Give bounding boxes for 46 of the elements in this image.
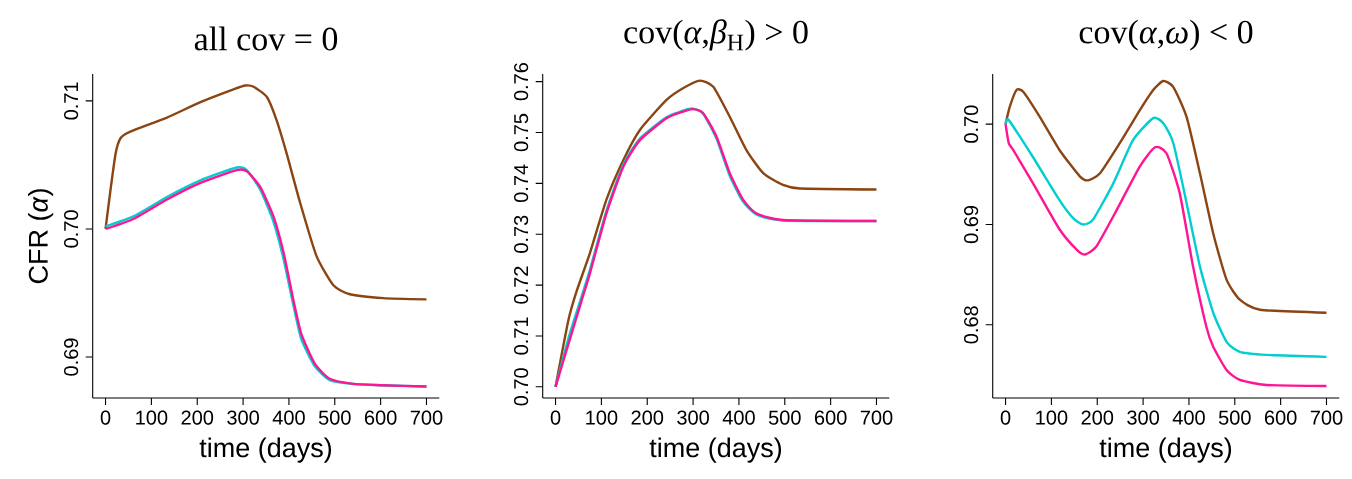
- y-tick-label: 0.75: [514, 113, 529, 152]
- x-tick-label: 200: [631, 410, 664, 425]
- y-tick-label: 0.73: [514, 215, 529, 253]
- y-tick-label: 0.71: [514, 317, 529, 355]
- line-series: [104, 84, 428, 301]
- x-axis-title: time (days): [1099, 437, 1232, 463]
- x-tick-label: 300: [677, 410, 709, 425]
- x-tick-label: 600: [814, 410, 847, 425]
- chart-title: cov(α,β$_{H}$) > 0: [624, 19, 808, 51]
- y-tick-label: 0.68: [964, 306, 979, 344]
- x-tick-label: 200: [1081, 410, 1114, 425]
- x-tick-label: 400: [1172, 410, 1205, 425]
- y-tick-label: 0.70: [64, 210, 79, 248]
- y-tick-label: 0.69: [64, 338, 79, 376]
- x-tick-label: 300: [1127, 410, 1159, 425]
- y-axis-title: CFR (α): [28, 189, 54, 284]
- x-tick-label: 500: [318, 410, 351, 425]
- x-axis-title: time (days): [649, 437, 782, 463]
- x-tick-label: 700: [1310, 410, 1343, 425]
- x-axis-title: time (days): [199, 437, 332, 463]
- y-tick-label: 0.69: [964, 205, 979, 244]
- x-tick-label: 0: [100, 410, 111, 425]
- y-tick-label: 0.74: [514, 164, 529, 203]
- y-tick-label: 0.71: [64, 82, 79, 120]
- x-tick-label: 0: [550, 410, 561, 425]
- x-tick-label: 700: [860, 410, 893, 425]
- x-tick-label: 500: [1218, 410, 1251, 425]
- x-tick-label: 300: [227, 410, 259, 425]
- line-series: [1004, 79, 1328, 314]
- x-tick-label: 600: [1264, 410, 1297, 425]
- chart-title: cov(α,ω) < 0: [1079, 19, 1253, 51]
- x-tick-label: 100: [136, 410, 168, 425]
- x-tick-label: 0: [1000, 410, 1011, 425]
- x-tick-label: 200: [181, 410, 214, 425]
- x-tick-label: 100: [1036, 410, 1068, 425]
- x-tick-label: 400: [722, 410, 755, 425]
- x-tick-label: 600: [364, 410, 397, 425]
- y-tick-label: 0.76: [514, 63, 529, 101]
- x-tick-label: 400: [272, 410, 305, 425]
- x-tick-label: 500: [768, 410, 801, 425]
- x-tick-label: 700: [410, 410, 443, 425]
- x-tick-label: 100: [586, 410, 618, 425]
- y-tick-label: 0.70: [964, 105, 979, 143]
- y-tick-label: 0.72: [514, 266, 529, 304]
- chart-title: all cov = 0: [194, 26, 338, 51]
- y-tick-label: 0.70: [514, 368, 529, 406]
